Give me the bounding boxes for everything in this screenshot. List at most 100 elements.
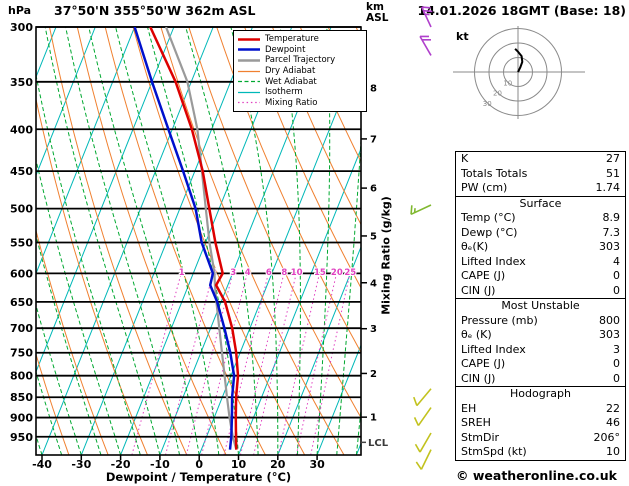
svg-text:800: 800 [10,370,33,383]
svg-text:300: 300 [10,21,33,34]
hodograph-ring [474,28,562,116]
table-row-value: 206° [593,430,621,444]
svg-text:550: 550 [10,236,33,249]
table-row: Pressure (mb) 800 [456,314,625,329]
table-row-label: Lifted Index [461,254,526,268]
table-row: Lifted Index 3 [456,343,625,358]
svg-text:750: 750 [10,347,33,360]
svg-text:-40: -40 [32,458,52,471]
legend-label: Wet Adiabat [265,76,317,87]
svg-text:4: 4 [245,268,251,278]
table-row-value: 4 [613,254,620,268]
svg-text:6: 6 [370,184,377,195]
station-title: 37°50'N 355°50'W 362m ASL [54,3,256,18]
table-row: Totals Totals 51 [456,167,625,182]
legend-line-sample [238,59,260,62]
svg-text:10: 10 [231,458,247,471]
pressure-tick-labels: 300 350 400 450 500 550 600 650 700 750 800 850 900 9… [10,21,33,444]
legend-item: Dewpoint [238,45,362,56]
legend-item: Mixing Ratio [238,98,362,109]
svg-text:3: 3 [230,268,236,278]
legend-label: Temperature [265,34,319,45]
svg-text:350: 350 [10,76,33,89]
svg-text:15: 15 [314,268,326,278]
table-row: θₑ(K) 303 [456,240,625,255]
svg-text:450: 450 [10,165,33,178]
wind-barb [419,35,432,56]
svg-text:-10: -10 [150,458,170,471]
hodograph-ring-label: 20 [493,90,502,98]
table-row-label: Lifted Index [461,342,526,356]
legend-line-sample [238,48,260,52]
table-row: CAPE (J) 0 [456,357,625,372]
table-row: StmDir 206° [456,431,625,446]
svg-text:25: 25 [344,268,356,278]
table-row-value: 10 [606,445,620,458]
svg-text:600: 600 [10,267,33,280]
table-row-label: K [461,152,469,165]
table-row-value: 8.9 [602,211,621,224]
table-row: EH 22 [456,402,625,417]
table-row-value: 800 [599,313,620,327]
table-section-header: Hodograph [510,387,571,400]
svg-text:20: 20 [331,268,343,278]
svg-text:8: 8 [281,268,287,278]
hodograph-ring [503,57,533,87]
table-row-label: StmSpd (kt) [461,445,527,458]
table-row: CIN (J) 0 [456,284,625,299]
svg-text:950: 950 [10,431,33,444]
legend-box: Temperature Dewpoint Parcel Trajectory Dry … [233,30,367,113]
svg-text:900: 900 [10,412,33,425]
table-row-value: 27 [606,152,620,165]
hodograph-trace [514,48,524,73]
svg-text:0: 0 [195,458,203,471]
table-row-label: CAPE (J) [461,269,506,282]
legend-item: Dry Adiabat [238,66,362,77]
table-row-value: 0 [613,283,620,297]
wind-barbs [410,6,433,470]
table-section: Most Unstable Pressure (mb) 800 θₑ (K) 303 Li… [455,298,626,387]
legend-item: Temperature [238,34,362,45]
table-row: Temp (°C) 8.9 [456,211,625,226]
temperature-curve [149,27,240,450]
svg-text:2: 2 [370,369,377,380]
table-row-label: Totals Totals [461,166,528,180]
table-row-value: 0 [613,357,620,370]
table-row: StmSpd (kt) 10 [456,445,625,460]
hodograph-ring-label: 30 [483,100,492,108]
table-row: K 27 [456,152,625,167]
table-row: Dewp (°C) 7.3 [456,226,625,241]
table-section-header: Surface [519,196,562,210]
svg-text:5: 5 [370,231,377,242]
table-section-header: Most Unstable [501,299,580,312]
lcl-marker: LCL [361,438,389,449]
table-row-label: PW (cm) [461,181,508,194]
mixing-ratio-lines [131,273,351,455]
table-row-value: 51 [606,166,620,180]
svg-text:7: 7 [370,134,377,145]
wind-barb [420,6,433,28]
legend-label: Isotherm [265,87,303,98]
table-row-label: CAPE (J) [461,357,506,370]
svg-text:4: 4 [370,278,377,289]
legend-label: Parcel Trajectory [265,55,336,66]
table-row-label: θₑ (K) [461,328,492,341]
legend-line-sample [238,81,260,83]
table-row-value: 3 [613,342,620,356]
table-row-value: 46 [606,416,620,429]
table-row-label: Pressure (mb) [461,313,538,327]
svg-text:1: 1 [370,413,377,424]
legend-item: Isotherm [238,87,362,98]
hodograph-ring [488,42,548,102]
km-asl-scale: 1 2 3 4 5 6 7 8 [361,83,377,424]
table-row-label: SREH [461,416,491,429]
pressure-gridlines [36,26,361,438]
table-row: CAPE (J) 0 [456,269,625,284]
table-row-label: Temp (°C) [461,211,516,224]
table-section: K 27 Totals Totals 51 PW (cm) 1.74 [455,151,626,197]
temperature-tick-labels: -40 -30 -20 -10 0 10 20 30 [32,455,325,471]
table-section: Surface Temp (°C) 8.9 Dewp (°C) 7.3 θₑ(K) 303 L… [455,195,626,299]
table-row-label: CIN (J) [461,371,496,385]
